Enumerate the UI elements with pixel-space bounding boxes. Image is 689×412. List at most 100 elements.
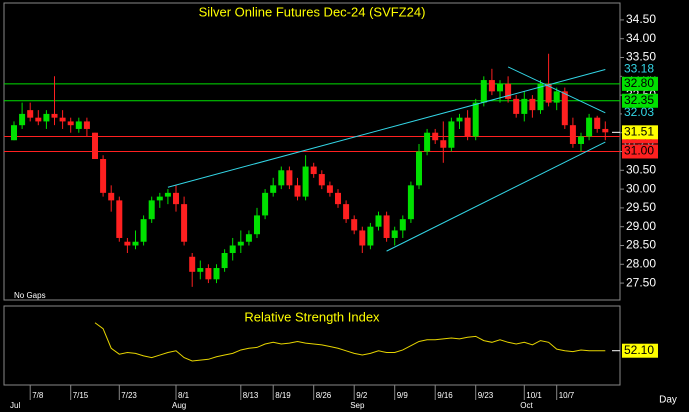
candle-body xyxy=(189,256,196,272)
level-label-box xyxy=(622,93,658,108)
candle-body xyxy=(116,200,123,238)
level-label-box xyxy=(622,144,658,159)
x-tick-label: 10/1 xyxy=(526,391,542,400)
rsi-line xyxy=(94,322,606,362)
candle-body xyxy=(545,83,552,103)
x-tick-label: 8/19 xyxy=(275,391,291,400)
trendline-label-box xyxy=(622,62,658,77)
candle-body xyxy=(108,192,115,201)
candle-body xyxy=(83,121,90,129)
y-tick-label: 27.50 xyxy=(626,275,656,289)
candle-body xyxy=(67,121,74,126)
candle-body xyxy=(326,185,333,193)
month-label: Oct xyxy=(520,401,533,410)
level-label: 32.80 xyxy=(624,76,654,90)
x-tick-label: 7/15 xyxy=(73,391,89,400)
candle-body xyxy=(254,215,260,235)
level-label-box xyxy=(622,76,658,91)
candle-body xyxy=(488,80,495,92)
candle-body xyxy=(294,185,301,197)
candle-body xyxy=(140,219,147,242)
trendline xyxy=(386,141,606,252)
candle-body xyxy=(173,192,179,205)
candle-body xyxy=(75,121,82,129)
x-tick-label: 8/13 xyxy=(243,391,259,400)
x-tick-label: 9/23 xyxy=(478,391,494,400)
candle-body xyxy=(245,234,252,242)
y-tick-label: 30.00 xyxy=(626,181,656,195)
candle-body xyxy=(335,192,341,205)
candle-body xyxy=(124,241,131,246)
chart-title: Silver Online Futures Dec-24 (SVFZ24) xyxy=(199,4,426,19)
candle-body xyxy=(440,140,447,148)
candle-body xyxy=(318,174,325,186)
x-tick-label: 7/23 xyxy=(121,391,137,400)
candle-body xyxy=(537,83,544,111)
candle-body xyxy=(367,226,374,246)
candle-body xyxy=(197,268,204,272)
candle-body xyxy=(505,83,512,99)
candle-body xyxy=(221,253,228,269)
candle-body xyxy=(464,117,471,137)
trendline xyxy=(507,66,606,114)
x-tick-label: 10/7 xyxy=(559,391,575,400)
candle-body xyxy=(205,268,212,280)
candle-body xyxy=(359,230,366,246)
y-tick-label: 30.50 xyxy=(626,162,656,176)
candle-body xyxy=(497,83,503,92)
candle-body xyxy=(229,245,236,254)
trendline-label-box xyxy=(622,105,658,120)
candle-body xyxy=(407,185,414,220)
candle-body xyxy=(278,170,285,186)
rsi-last-label: 52.10 xyxy=(624,343,654,357)
candle-body xyxy=(351,219,358,231)
last-price-label: 31.51 xyxy=(624,124,654,138)
candle-body xyxy=(286,170,293,186)
candle-body xyxy=(270,185,277,193)
y-tick-label: 33.50 xyxy=(626,50,656,64)
x-tick-label: 9/16 xyxy=(437,391,453,400)
candle-body xyxy=(513,98,520,114)
candle-body xyxy=(529,98,536,111)
candle-body xyxy=(416,151,422,186)
candle-body xyxy=(456,117,463,122)
candle-body xyxy=(156,196,163,201)
y-tick-label: 34.00 xyxy=(626,31,656,45)
x-tick-label: 9/9 xyxy=(397,391,409,400)
level-label: 32.35 xyxy=(624,93,654,107)
y-tick-label: 29.50 xyxy=(626,200,656,214)
rsi-last-box xyxy=(622,343,658,358)
last-price-label-box xyxy=(622,125,658,140)
note: No Gaps xyxy=(14,291,46,300)
candle-body xyxy=(51,113,58,118)
x-tick-label: 8/26 xyxy=(316,391,332,400)
y-tick-label: 34.50 xyxy=(626,12,656,26)
candle-body xyxy=(383,215,390,238)
x-tick-label: 7/8 xyxy=(32,391,44,400)
candle-body xyxy=(43,113,50,122)
candle-body xyxy=(480,80,487,103)
level-label: 31.00 xyxy=(624,144,654,158)
x-tick-label: 8/1 xyxy=(178,391,190,400)
candle-body xyxy=(586,117,593,137)
candle-body xyxy=(569,125,576,144)
candle-body xyxy=(181,204,188,242)
x-unit-label: Day xyxy=(659,395,677,406)
trendline-label: 32.03 xyxy=(624,105,654,119)
candle-body xyxy=(424,132,431,152)
month-label: Aug xyxy=(172,401,186,410)
candle-body xyxy=(521,98,528,114)
candle-body xyxy=(343,204,350,220)
candle-body xyxy=(92,132,98,160)
candle-body xyxy=(237,241,244,246)
candle-body xyxy=(594,117,601,129)
candle-body xyxy=(148,200,155,220)
trendline-label: 33.18 xyxy=(624,62,654,76)
rsi-title: Relative Strength Index xyxy=(244,309,380,324)
month-label: Sep xyxy=(350,401,365,410)
candle-body xyxy=(448,121,455,148)
candle-body xyxy=(578,136,584,144)
candle-body xyxy=(553,91,560,103)
candle-body xyxy=(27,110,34,118)
candle-body xyxy=(310,166,317,175)
